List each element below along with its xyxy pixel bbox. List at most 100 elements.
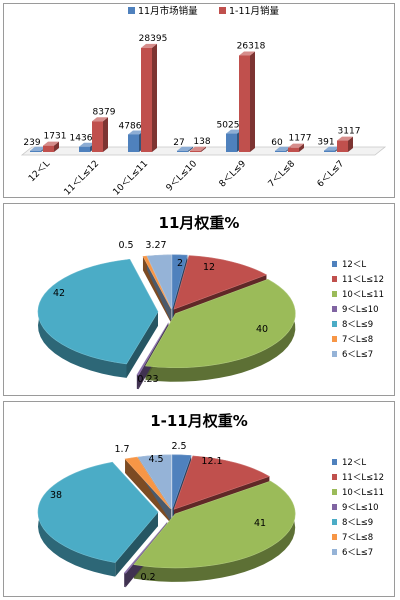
legend-label: 6＜L≤7: [342, 350, 373, 360]
legend-swatch: [332, 474, 337, 480]
data-label: 138: [193, 137, 210, 147]
data-label: 4.5: [148, 454, 163, 465]
bar-series2-side: [103, 117, 108, 152]
bar-series2-side: [299, 143, 304, 152]
bar-series2: [288, 147, 299, 152]
bar-series1-top: [128, 130, 144, 135]
pie-slice: [137, 454, 172, 510]
pie-slice: [146, 254, 172, 309]
legend-label: 1-11月销量: [229, 5, 280, 17]
data-label: 28395: [139, 34, 168, 44]
legend-swatch: [128, 7, 135, 14]
category-label: 10＜L≤11: [112, 159, 151, 197]
pie-slice: [133, 480, 296, 569]
data-label: 38: [50, 490, 62, 501]
data-label: 0.2: [140, 572, 155, 583]
legend-label: 11月市场销量: [138, 5, 198, 17]
legend-label: 9＜L≤10: [342, 503, 379, 513]
category-label: 11＜L≤12: [63, 159, 102, 197]
legend-label: 8＜L≤9: [342, 320, 373, 330]
pie-slice: [173, 255, 268, 310]
pie-slice: [145, 278, 296, 368]
bar-series2: [43, 145, 54, 152]
data-label: 1.7: [114, 444, 129, 455]
data-label: 1177: [289, 134, 312, 144]
bar-series2-top: [288, 143, 304, 148]
legend-label: 6＜L≤7: [342, 548, 373, 558]
category-label: 12＜L: [27, 159, 52, 184]
pie-slice-side: [145, 279, 296, 382]
data-label: 40: [256, 324, 268, 335]
pie-chart-nov: 11月权重% 2 12 40 0.23 42 0.5 3.27 12＜L 11＜L≤12 10＜L≤…: [37, 214, 384, 390]
bar-series2-side: [201, 146, 206, 152]
data-label: 4786: [119, 121, 142, 131]
pie-chart-panel-ytd: 1-11月权重% 2.5 12.1 41 0.2 38 1.7 4.5 12＜L 11＜L≤12 1…: [3, 401, 395, 597]
pie-chart-panel-nov: 11月权重% 2 12 40 0.23 42 0.5 3.27 12＜L 11＜L≤12 10＜L≤…: [3, 203, 395, 396]
bar-series2-top: [190, 146, 206, 151]
bar-series1: [226, 133, 237, 152]
bar-series2-side: [250, 51, 255, 152]
bar-series1: [177, 150, 188, 152]
data-label: 12: [203, 262, 215, 273]
legend-label: 7＜L≤8: [342, 533, 373, 543]
chart-title: 11月权重%: [159, 214, 240, 232]
data-label: 239: [23, 138, 40, 148]
bar-chart-panel: 11月市场销量 1-11月销量 239 1731 12＜L 1436 8379 11＜L≤12…: [3, 3, 395, 198]
data-label: 2.5: [171, 441, 186, 452]
bar-series1-top: [275, 146, 291, 151]
pie-slice: [123, 522, 168, 574]
bar-series2-side: [152, 43, 157, 153]
pie-slice: [173, 455, 271, 510]
data-label: 12.1: [201, 456, 222, 467]
data-label: 26318: [237, 42, 266, 52]
legend-swatch: [332, 489, 337, 495]
legend-label: 7＜L≤8: [342, 335, 373, 345]
bar-series1: [275, 150, 286, 152]
legend-swatch: [332, 276, 337, 282]
data-label: 3117: [338, 127, 361, 137]
bar-chart: 11月市场销量 1-11月销量 239 1731 12＜L 1436 8379 11＜L≤12…: [20, 5, 387, 197]
chart-title: 1-11月权重%: [150, 412, 248, 430]
data-label: 2: [177, 258, 183, 269]
category-label: 9＜L≤10: [165, 159, 200, 194]
legend-swatch: [332, 549, 337, 555]
legend-label: 9＜L≤10: [342, 305, 379, 315]
legend-label: 11＜L≤12: [342, 473, 384, 483]
bar-series1-top: [324, 146, 340, 151]
pie-slice: [124, 456, 171, 510]
data-label: 8379: [93, 107, 116, 117]
pie-slice: [136, 322, 169, 376]
bar-series1-top: [226, 129, 242, 134]
bar-series1: [128, 134, 139, 152]
data-label: 1436: [70, 134, 93, 144]
legend-label: 8＜L≤9: [342, 518, 373, 528]
legend-label: 12＜L: [342, 260, 366, 270]
bar-series2: [92, 121, 103, 152]
bar-series2-side: [348, 136, 353, 152]
pie-slice: [142, 255, 172, 310]
legend-label: 10＜L≤11: [342, 290, 384, 300]
category-label: 7＜L≤8: [267, 159, 298, 190]
legend-swatch: [332, 306, 337, 312]
legend-swatch: [219, 7, 226, 14]
data-label: 0.23: [137, 374, 158, 385]
bar-series2-top: [141, 43, 157, 48]
bar-series2-top: [337, 136, 353, 141]
legend-swatch: [332, 336, 337, 342]
legend-swatch: [332, 534, 337, 540]
bar-series1: [30, 150, 41, 152]
data-label: 42: [53, 288, 65, 299]
data-label: 391: [317, 138, 334, 148]
legend-swatch: [332, 504, 337, 510]
pie-slice-edge: [115, 512, 159, 577]
data-label: 0.5: [118, 240, 133, 251]
legend-swatch: [332, 459, 337, 465]
category-label: 6＜L≤7: [316, 159, 346, 189]
bar-series1-top: [177, 146, 193, 151]
pie-slice-side: [133, 481, 296, 582]
bar-series2: [141, 47, 152, 153]
bar-series2-side: [54, 141, 59, 152]
legend-swatch: [332, 519, 337, 525]
pie-slice: [171, 254, 188, 309]
pie-slice: [37, 461, 159, 563]
